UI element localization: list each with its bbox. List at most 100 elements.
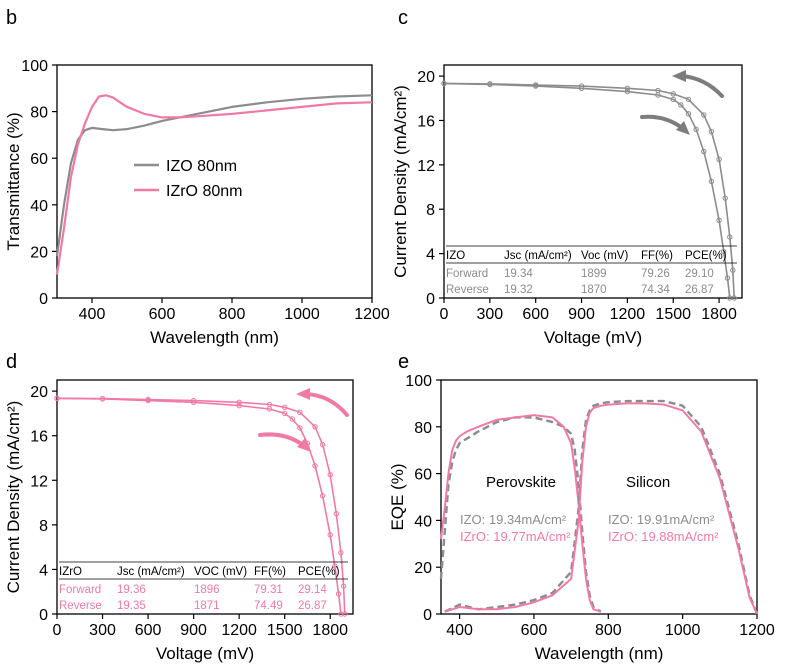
jsc-annotation: IZrO: 19.88mA/cm² [608,529,719,544]
y-tick-label: 40 [30,198,48,215]
jsc-annotation: IZO: 19.91mA/cm² [608,512,715,527]
data-point [532,83,539,89]
data-point [708,178,715,185]
table-cell: 1870 [581,284,607,296]
y-tick-label: 8 [426,202,435,219]
y-tick-label: 0 [426,291,435,308]
y-tick-label: 40 [414,513,432,530]
table-header-cell: Jsc (mA/cm²) [504,250,572,262]
table-header-cell: FF(%) [254,566,286,578]
series-line-forward [56,397,346,615]
x-tick-label: 0 [53,622,62,639]
table-header-cell: Voc (mV) [581,250,628,262]
y-tick-label: 60 [414,467,432,484]
data-point [722,195,728,201]
reverse-arrow [304,392,349,417]
series-line-reverse [443,82,731,299]
data-point [685,96,692,103]
table-cell: 29.14 [298,584,327,596]
data-point [335,591,342,597]
table-cell: Reverse [446,284,489,296]
table-cell: 1896 [194,584,220,596]
data-point [670,91,676,97]
x-tick-label: 400 [79,306,106,323]
table-cell: 26.87 [298,600,327,612]
data-point [624,85,631,92]
x-tick-label: 600 [522,306,549,323]
plot-frame [443,64,743,299]
x-tick-label: 800 [219,306,246,323]
reverse-arrow-head [296,388,310,400]
data-point [289,416,295,422]
x-tick-label: 400 [446,622,473,639]
data-point [441,80,447,87]
data-point [312,424,318,430]
x-axis-label: Voltage (mV) [544,328,642,347]
table-header-cell: PCE(%) [685,250,727,262]
data-point [685,111,692,117]
forward-arrow [640,114,684,130]
x-tick-label: 0 [440,306,449,323]
table-header-cell: IZrO [59,566,82,578]
series-line-forward [443,82,735,299]
data-point [236,399,242,405]
data-point [266,406,273,412]
panel-c-jv-izo: 0 300 600 900 1200 1500 1800 0 4 8 12 16 20 Voltage (… [391,7,743,347]
table-header-cell: IZO [446,250,465,262]
data-point [727,295,733,301]
table-header-cell: PCE(%) [298,566,340,578]
x-tick-label: 300 [89,622,116,639]
y-axis-label: Current Density (mA/cm²) [391,85,410,278]
y-tick-label: 16 [30,429,48,446]
y-tick-label: 20 [414,560,432,577]
table-cell: Forward [59,584,101,596]
x-tick-label: 1800 [701,306,737,323]
data-point [578,85,585,92]
label-silicon: Silicon [626,474,670,491]
y-tick-label: 0 [39,607,48,624]
table-cell: Reverse [59,600,102,612]
x-axis-label: Wavelength (nm) [150,328,279,347]
data-point [297,409,303,416]
y-tick-label: 0 [423,607,432,624]
series-line-izro-80nm [55,94,373,275]
data-point [655,92,661,98]
data-point [281,404,288,410]
data-point [312,463,318,469]
legend-label: IZO 80nm [166,158,237,175]
reverse-arrow [680,74,724,98]
table-cell: 26.87 [685,284,714,296]
y-tick-label: 60 [30,151,48,168]
data-point [693,126,699,133]
data-point [624,88,631,95]
table-cell: Forward [446,268,488,280]
panel-letter: c [398,7,408,29]
table-cell: 79.26 [641,268,670,280]
x-tick-label: 300 [476,306,503,323]
data-point [145,397,151,404]
x-tick-label: 800 [595,622,622,639]
data-point [727,234,733,240]
y-tick-label: 16 [417,113,435,130]
data-point [708,128,715,135]
data-point [342,611,348,617]
table-header-cell: VOC (mV) [194,566,247,578]
plot-frame [440,379,758,615]
data-point [701,148,707,155]
data-point [338,611,344,617]
y-tick-label: 20 [30,244,48,261]
y-tick-label: 8 [39,518,48,535]
panel-letter: d [6,351,17,373]
data-point [670,96,676,103]
data-point [332,563,338,569]
series-line-izo-silicon [444,399,759,615]
panel-letter: e [398,351,409,373]
data-point [319,441,326,448]
y-tick-label: 80 [30,105,48,122]
x-tick-label: 1200 [739,622,775,639]
y-tick-label: 100 [405,373,432,390]
panel-letter: b [6,7,17,29]
table-header-cell: Jsc (mA/cm²) [117,566,185,578]
legend-label: IZrO 80nm [166,183,242,200]
